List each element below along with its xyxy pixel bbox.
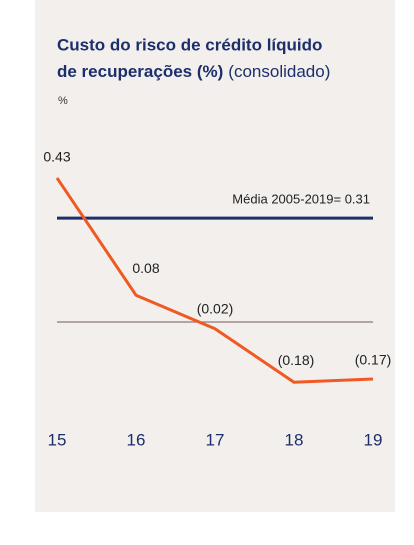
data-label: (0.02) <box>197 300 234 316</box>
data-label: 0.43 <box>43 149 70 165</box>
x-tick-label: 15 <box>48 430 67 449</box>
data-label: (0.18) <box>278 352 315 368</box>
data-line <box>55 177 374 384</box>
x-tick-label: 17 <box>206 430 225 449</box>
chart-subtitle: (consolidado) <box>228 62 330 81</box>
data-label: 0.08 <box>132 260 159 276</box>
data-label: (0.17) <box>355 352 392 368</box>
x-tick-label: 18 <box>285 430 304 449</box>
x-tick-label: 19 <box>364 430 383 449</box>
chart-title: de recuperações (%) (consolidado) <box>57 62 330 81</box>
chart-title: Custo do risco de crédito líquido <box>57 35 322 54</box>
chart-title-line: de recuperações (%) <box>57 62 223 81</box>
x-tick-label: 16 <box>127 430 146 449</box>
y-axis-label: % <box>58 95 68 107</box>
average-label: Média 2005-2019= 0.31 <box>232 192 370 207</box>
panel <box>35 0 395 512</box>
